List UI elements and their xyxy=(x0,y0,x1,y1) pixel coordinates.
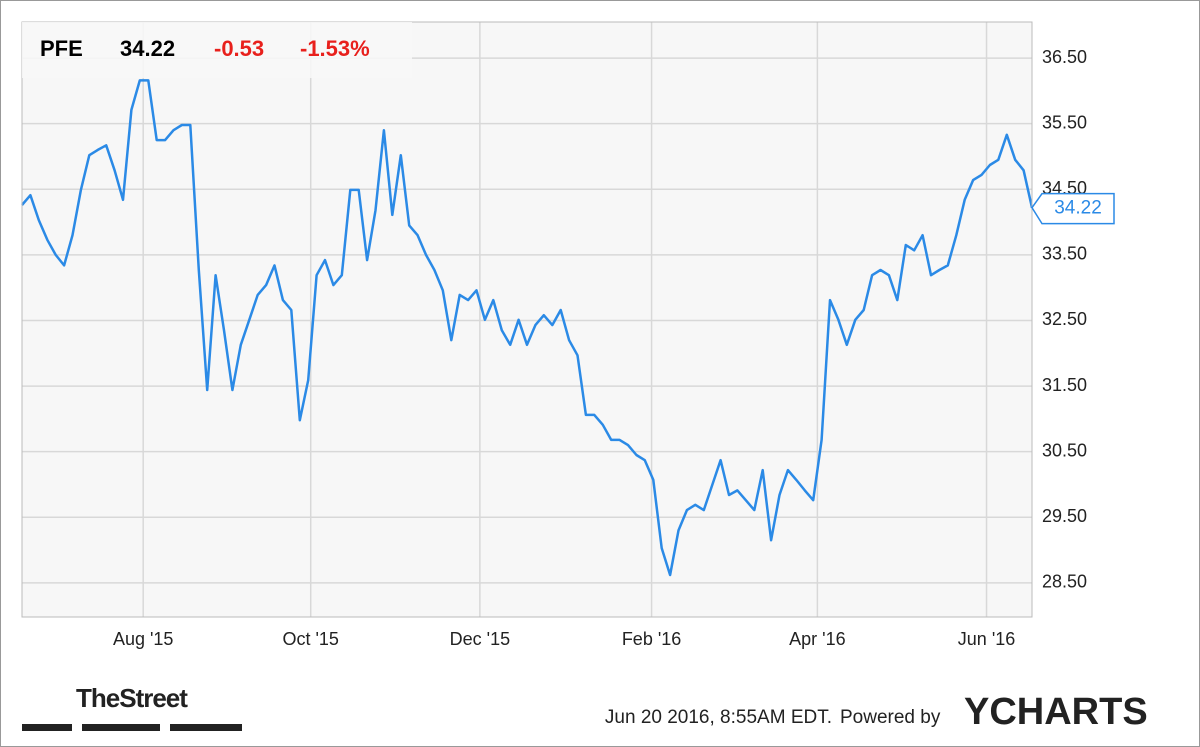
x-tick-label: Dec '15 xyxy=(450,629,510,649)
logo-bar xyxy=(22,724,72,731)
y-tick-label: 29.50 xyxy=(1042,506,1087,526)
x-tick-label: Jun '16 xyxy=(958,629,1015,649)
y-tick-label: 28.50 xyxy=(1042,572,1087,592)
x-tick-label: Apr '16 xyxy=(789,629,845,649)
ticker-change-percent: -1.53% xyxy=(300,36,370,61)
plot-area xyxy=(22,22,1032,617)
ticker-symbol: PFE xyxy=(40,36,83,61)
ticker-price: 34.22 xyxy=(120,36,175,61)
y-tick-label: 30.50 xyxy=(1042,440,1087,460)
plot-border xyxy=(21,21,1033,618)
y-tick-label: 32.50 xyxy=(1042,309,1087,329)
source-logo: TheStreet xyxy=(76,683,188,713)
last-price-label: 34.22 xyxy=(1054,198,1102,219)
lines xyxy=(21,79,1034,577)
x-tick-label: Feb '16 xyxy=(622,629,681,649)
logo-bar xyxy=(82,724,160,731)
price-line xyxy=(21,79,1034,577)
brand-logo: YCHARTS xyxy=(964,691,1148,733)
x-tick-label: Aug '15 xyxy=(113,629,174,649)
y-tick-label: 36.50 xyxy=(1042,47,1087,67)
y-tick-label: 31.50 xyxy=(1042,375,1087,395)
ticker-box xyxy=(22,22,412,78)
logo-bar xyxy=(170,724,242,731)
timestamp: Jun 20 2016, 8:55AM EDT. xyxy=(605,707,832,728)
y-tick-label: 35.50 xyxy=(1042,112,1087,132)
powered-by: Powered by xyxy=(840,707,941,728)
y-tick-label: 33.50 xyxy=(1042,244,1087,264)
ticker-change: -0.53 xyxy=(214,36,264,61)
x-tick-label: Oct '15 xyxy=(282,629,338,649)
last-price-box xyxy=(1031,192,1115,225)
